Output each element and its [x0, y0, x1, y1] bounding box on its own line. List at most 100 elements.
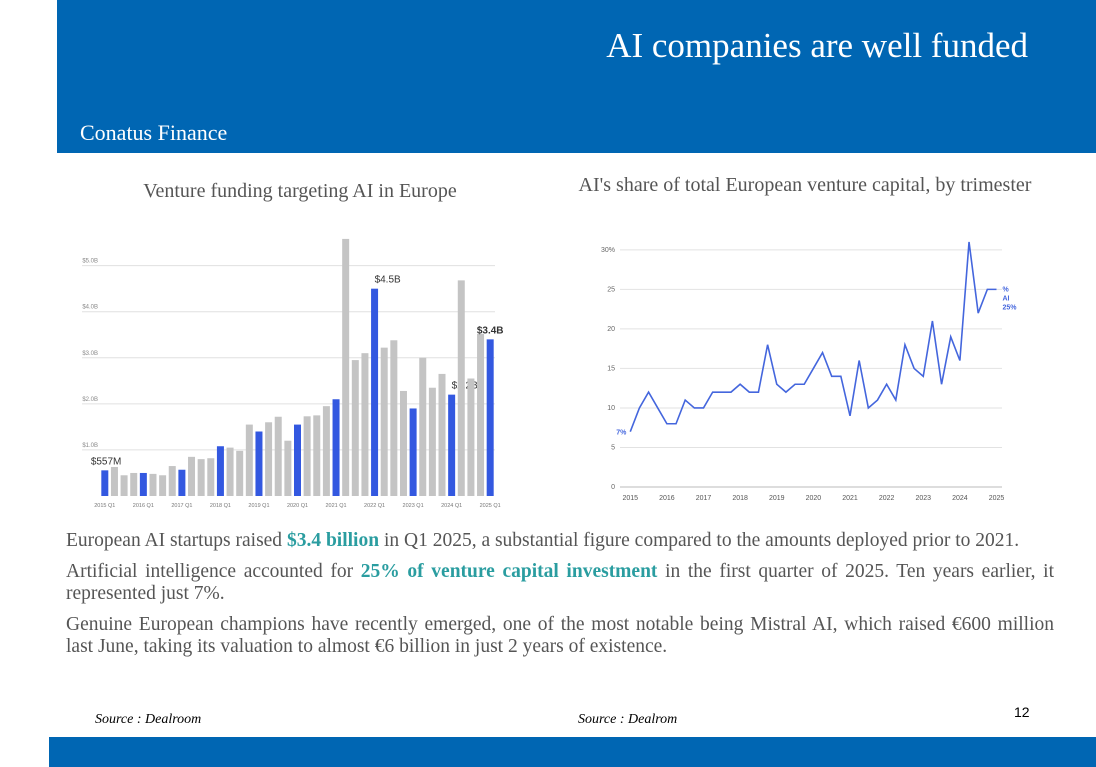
bar — [448, 394, 456, 496]
y-tick-label: 10 — [607, 405, 615, 412]
x-tick-label: 2021 Q1 — [325, 503, 346, 509]
bar — [294, 424, 301, 496]
y-tick-label: $3.0B — [82, 351, 98, 357]
footer-band — [49, 737, 1096, 767]
annotation: AI — [1003, 295, 1010, 302]
x-tick-label: 2019 — [769, 495, 785, 502]
y-tick-label: 30% — [601, 247, 615, 254]
bar — [207, 458, 215, 496]
bar — [332, 399, 340, 496]
highlight: $3.4 billion — [286, 530, 380, 551]
bar-chart: $1.0B $2.0B $3.0B $4.0B $5.0B 2015 Q1 $557M 201… — [82, 238, 504, 509]
bar — [438, 373, 446, 496]
x-tick-label: 2020 Q1 — [287, 503, 308, 509]
value-label: $4.5B — [375, 275, 401, 286]
bar — [284, 440, 292, 496]
header-band — [57, 0, 1096, 153]
bar — [226, 447, 234, 496]
bar — [351, 360, 359, 496]
y-tick-label: 15 — [607, 365, 615, 372]
highlight: 25% of venture capital investment — [360, 561, 658, 582]
bar — [120, 475, 128, 496]
text: Artificial intelligence accounted for — [66, 561, 361, 582]
slide-title: AI companies are well funded — [606, 26, 1028, 65]
bar — [390, 340, 398, 496]
bar — [149, 473, 157, 496]
y-tick-label: $2.0B — [82, 397, 98, 403]
bar — [322, 406, 330, 496]
x-tick-label: 2016 Q1 — [133, 503, 154, 509]
bar — [101, 470, 109, 496]
paragraph: European AI startups raised $3.4 billion… — [66, 530, 1054, 552]
page-number: 12 — [1014, 704, 1030, 720]
bar — [486, 339, 494, 496]
bar — [159, 475, 167, 496]
bar — [216, 446, 224, 496]
bar — [274, 416, 282, 496]
y-tick-label: $5.0B — [82, 259, 98, 265]
x-tick-label: 2023 — [915, 495, 931, 502]
line-series — [629, 241, 997, 432]
bar — [197, 459, 205, 496]
y-tick-label: 0 — [611, 484, 615, 491]
text: European AI startups raised — [66, 530, 287, 551]
bar — [380, 347, 388, 496]
bar — [409, 408, 417, 496]
x-tick-label: 2022 — [879, 495, 895, 502]
y-tick-label: 20 — [607, 326, 615, 333]
bar — [188, 456, 196, 496]
bar — [399, 390, 407, 496]
text: Genuine European champions have recently… — [66, 614, 1054, 657]
x-tick-label: 2023 Q1 — [403, 503, 424, 509]
bar — [342, 238, 350, 496]
bar — [313, 415, 321, 496]
y-tick-label: $1.0B — [82, 443, 98, 449]
bar — [130, 472, 138, 496]
bar — [477, 333, 485, 496]
bar — [457, 280, 465, 496]
bar — [110, 466, 118, 496]
x-tick-label: 2017 — [696, 495, 712, 502]
annotation: 7% — [616, 430, 627, 437]
bar — [236, 450, 244, 496]
x-tick-label: 2016 — [659, 495, 675, 502]
body-text: European AI startups raised $3.4 billion… — [66, 530, 1054, 667]
bar — [168, 466, 176, 496]
x-tick-label: 2021 — [842, 495, 858, 502]
x-tick-label: 2015 Q1 — [94, 503, 115, 509]
bar — [139, 472, 147, 496]
source: Source : Dealrom — [578, 712, 678, 727]
x-tick-label: 2015 — [622, 495, 638, 502]
x-tick-label: 2022 Q1 — [364, 503, 385, 509]
bar — [371, 288, 379, 496]
value-label: $3.4B — [477, 325, 504, 336]
bar — [265, 422, 273, 496]
x-tick-label: 2024 Q1 — [441, 503, 462, 509]
text: in Q1 2025, a substantial figure compare… — [379, 530, 1020, 551]
x-tick-label: 2024 — [952, 495, 968, 502]
paragraph: Genuine European champions have recently… — [66, 614, 1054, 658]
x-tick-label: 2025 — [989, 495, 1005, 502]
bar — [467, 378, 475, 496]
bar — [428, 387, 436, 496]
y-tick-label: 5 — [611, 444, 615, 451]
y-tick-label: $4.0B — [82, 305, 98, 311]
chart-title: Venture funding targeting AI in Europe — [143, 180, 457, 202]
x-tick-label: 2020 — [806, 495, 822, 502]
x-tick-label: 2018 — [732, 495, 748, 502]
x-tick-label: 2017 Q1 — [171, 503, 192, 509]
bar — [419, 357, 427, 496]
x-tick-label: 2019 Q1 — [248, 503, 269, 509]
paragraph: Artificial intelligence accounted for 25… — [66, 561, 1054, 605]
x-tick-label: 2025 Q1 — [480, 503, 501, 509]
text: in the first quarter of 2025. Ten years … — [66, 561, 1055, 604]
chart-title: AI's share of total European venture cap… — [578, 174, 1032, 196]
bar — [245, 424, 253, 496]
annotation: 25% — [1003, 304, 1018, 311]
bar — [178, 469, 186, 496]
annotation: % — [1003, 286, 1010, 293]
value-label: $557M — [91, 456, 122, 467]
x-tick-label: 2018 Q1 — [210, 503, 231, 509]
